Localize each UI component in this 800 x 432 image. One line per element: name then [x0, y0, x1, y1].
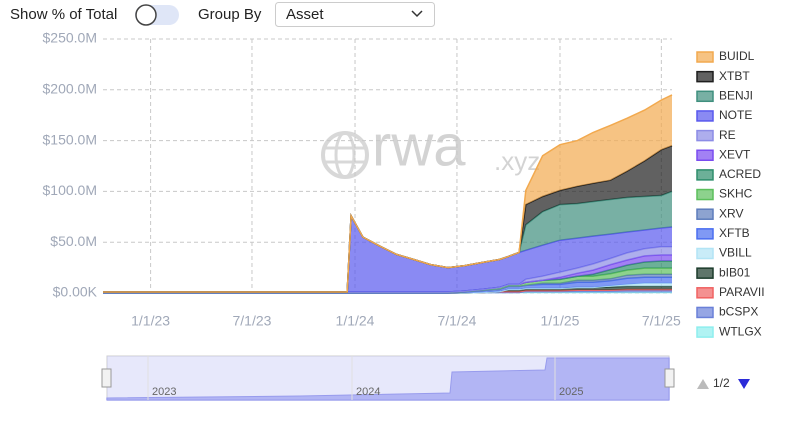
- legend-swatch: [696, 51, 714, 63]
- legend-swatch: [696, 149, 714, 161]
- group-by-label: Group By: [198, 6, 262, 23]
- x-tick-label: 1/1/25: [541, 313, 580, 329]
- y-tick-label: $250.0M: [43, 30, 97, 46]
- legend-swatch: [696, 129, 714, 142]
- legend-swatch: [696, 326, 714, 338]
- legend-label: XEVT: [719, 147, 751, 161]
- x-tick-label: 7/1/25: [642, 313, 681, 329]
- legend-label: ACRED: [719, 167, 761, 181]
- legend-item[interactable]: bIB01: [696, 265, 751, 279]
- area: [103, 290, 672, 293]
- legend-item[interactable]: PARAVII: [696, 285, 765, 299]
- x-tick-label: 1/1/24: [336, 313, 375, 329]
- legend-swatch: [696, 228, 714, 240]
- legend-label: bIB01: [719, 265, 751, 279]
- legend-label: WTLGX: [719, 324, 762, 338]
- chevron: [411, 10, 423, 18]
- legend-swatch: [696, 208, 714, 220]
- x-tick-label: 7/1/24: [437, 313, 476, 329]
- toggle-knob[interactable]: [135, 4, 157, 26]
- y-tick-label: $0.00K: [53, 284, 98, 300]
- legend-swatch: [696, 90, 714, 103]
- legend-label: RE: [719, 128, 736, 142]
- legend-item[interactable]: SKHC: [696, 187, 753, 201]
- show-percent-label: Show % of Total: [10, 6, 117, 23]
- legend-item[interactable]: bCSPX: [696, 305, 758, 319]
- y-tick-label: $200.0M: [43, 81, 97, 97]
- x-tick-label: 1/1/23: [131, 313, 170, 329]
- legend-label: BENJI: [719, 88, 753, 102]
- legend-swatch: [696, 169, 714, 181]
- area: [103, 268, 672, 293]
- legend-label: NOTE: [719, 108, 752, 122]
- watermark: rwa .xyz: [321, 113, 540, 179]
- watermark-suffix: .xyz: [494, 146, 540, 176]
- area: [103, 215, 672, 292]
- navigator-series: [106, 357, 670, 401]
- globe-line: [334, 131, 356, 179]
- legend-item[interactable]: XRV: [696, 206, 743, 220]
- legend-swatch: [696, 70, 714, 83]
- area: [103, 191, 672, 292]
- legend-label: BUIDL: [719, 49, 755, 63]
- navigator-window: [107, 356, 669, 400]
- legend-item[interactable]: RE: [696, 128, 736, 142]
- y-tick-label: $100.0M: [43, 182, 97, 198]
- legend-swatch: [696, 110, 714, 122]
- select-box[interactable]: [275, 2, 435, 27]
- watermark-main: rwa: [372, 113, 466, 178]
- x-tick-label: 7/1/23: [233, 313, 272, 329]
- legend-label: XFTB: [719, 226, 750, 240]
- plot: $0.00K $50.0M $100.0M $150.0M $200.0M $250.0M…: [43, 30, 682, 329]
- legend-label: PARAVII: [719, 285, 765, 299]
- legend-swatch: [696, 287, 714, 299]
- legend-label: XTBT: [719, 69, 750, 83]
- legend-item[interactable]: VBILL: [696, 246, 752, 260]
- legend-swatch: [696, 247, 714, 260]
- globe: [321, 131, 369, 179]
- legend-label: XRV: [719, 206, 743, 220]
- navigator-handle[interactable]: [664, 368, 675, 388]
- area: [103, 246, 672, 292]
- navigator: 2023 2024 2025: [101, 355, 675, 401]
- legend-label: bCSPX: [719, 305, 758, 319]
- legend-swatch: [696, 306, 714, 319]
- legend-item[interactable]: NOTE: [696, 108, 752, 122]
- navigator-label: 2023: [152, 386, 176, 398]
- legend-swatch: [696, 267, 714, 279]
- legend-item[interactable]: WTLGX: [696, 324, 762, 338]
- navigator-handle[interactable]: [101, 368, 112, 388]
- navigator-label: 2025: [559, 386, 583, 398]
- area-line: [103, 94, 673, 293]
- pager-down[interactable]: [738, 379, 750, 389]
- y-tick-label: $150.0M: [43, 131, 97, 147]
- legend-item[interactable]: XTBT: [696, 69, 750, 83]
- y-tick-label: $50.0M: [50, 233, 97, 249]
- pager-up[interactable]: [697, 379, 709, 389]
- legend-item[interactable]: XEVT: [696, 147, 751, 161]
- legend-item[interactable]: ACRED: [696, 167, 761, 181]
- legend-item[interactable]: BENJI: [696, 88, 753, 103]
- legend-item[interactable]: BUIDL: [696, 49, 755, 63]
- legend-label: SKHC: [719, 187, 753, 201]
- toggle[interactable]: [135, 4, 179, 26]
- legend-label: VBILL: [719, 246, 752, 260]
- legend-swatch: [696, 188, 714, 201]
- navigator-label: 2024: [356, 386, 380, 398]
- legend-item[interactable]: XFTB: [696, 226, 750, 240]
- pager-text: 1/2: [713, 376, 730, 390]
- group-by-select[interactable]: Asset: [275, 2, 435, 27]
- select-value: Asset: [286, 6, 324, 23]
